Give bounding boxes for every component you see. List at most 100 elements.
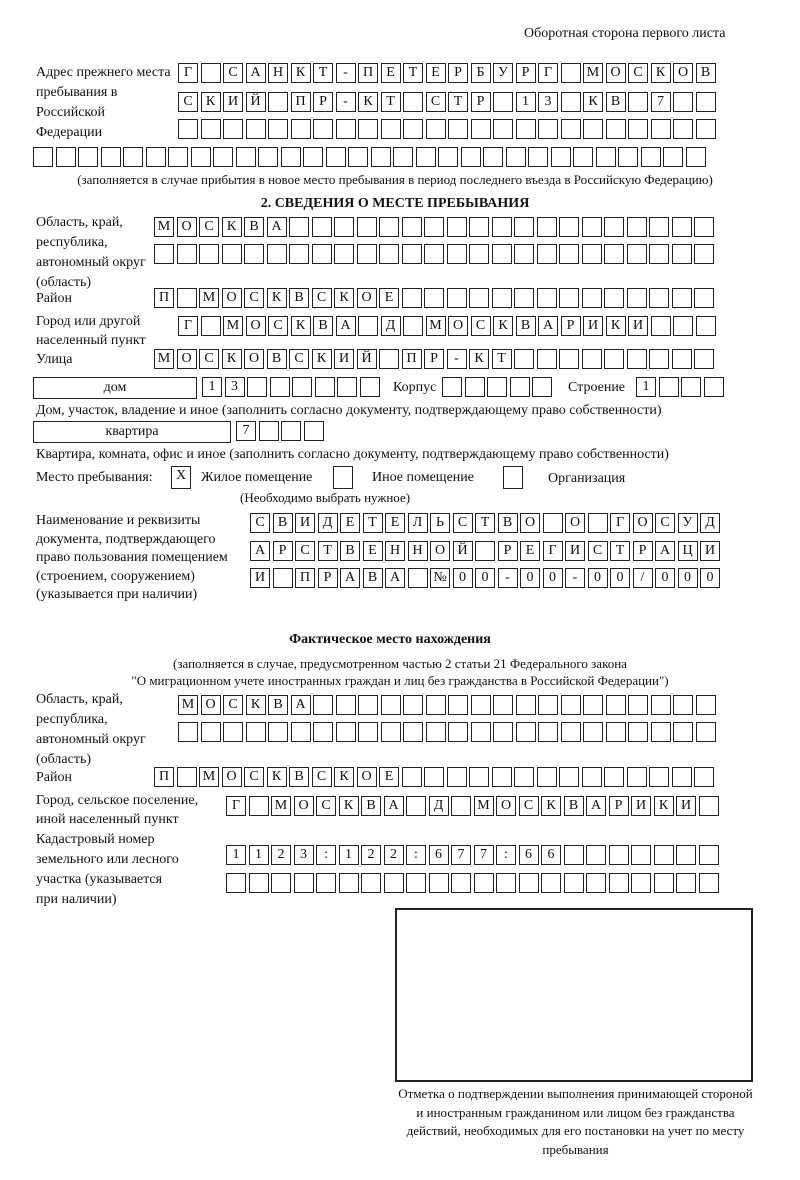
char-cell[interactable]: С (587, 541, 608, 561)
char-cell[interactable]: К (338, 796, 359, 816)
char-cell[interactable]: 3 (224, 377, 245, 397)
char-cell[interactable] (493, 119, 513, 139)
char-cell[interactable]: В (361, 796, 381, 816)
char-cell[interactable]: В (563, 796, 584, 816)
char-cell[interactable]: В (605, 92, 626, 112)
char-cell[interactable] (356, 244, 377, 264)
char-cell[interactable] (258, 147, 278, 167)
char-cell[interactable] (424, 244, 444, 264)
checkbox-organization[interactable] (503, 466, 523, 489)
char-cell[interactable] (199, 244, 219, 264)
char-cell[interactable] (650, 722, 671, 742)
char-cell[interactable] (604, 244, 624, 264)
char-cell[interactable] (663, 147, 683, 167)
char-cell[interactable]: К (334, 767, 354, 787)
char-cell[interactable] (401, 767, 422, 787)
char-cell[interactable] (168, 147, 188, 167)
char-cell[interactable]: Р (515, 63, 536, 83)
char-cell[interactable] (451, 796, 471, 816)
char-cell[interactable] (671, 288, 692, 308)
char-cell[interactable] (200, 722, 221, 742)
char-cell[interactable] (55, 147, 76, 167)
char-cell[interactable]: 6 (518, 845, 539, 865)
region-row-2[interactable] (154, 244, 717, 266)
char-cell[interactable]: В (313, 316, 333, 336)
char-cell[interactable] (673, 92, 693, 112)
char-cell[interactable]: О (244, 349, 264, 369)
char-cell[interactable]: П (154, 288, 174, 308)
char-cell[interactable] (424, 288, 444, 308)
char-cell[interactable] (518, 873, 539, 893)
char-cell[interactable] (536, 349, 557, 369)
char-cell[interactable] (628, 722, 648, 742)
char-cell[interactable]: Р (272, 541, 293, 561)
char-cell[interactable]: Г (226, 796, 246, 816)
char-cell[interactable] (581, 217, 602, 237)
char-cell[interactable]: О (200, 695, 221, 715)
char-cell[interactable] (514, 767, 534, 787)
char-cell[interactable] (608, 845, 629, 865)
char-cell[interactable]: К (650, 63, 671, 83)
char-cell[interactable]: О (293, 796, 314, 816)
char-cell[interactable] (483, 147, 503, 167)
char-cell[interactable]: 7 (473, 845, 494, 865)
char-cell[interactable] (245, 119, 266, 139)
char-cell[interactable] (470, 695, 491, 715)
char-cell[interactable]: Г (542, 541, 563, 561)
char-cell[interactable] (293, 873, 314, 893)
char-cell[interactable]: Е (362, 541, 383, 561)
char-cell[interactable] (631, 845, 651, 865)
char-cell[interactable] (380, 695, 401, 715)
char-cell[interactable] (559, 288, 579, 308)
char-cell[interactable] (560, 63, 581, 83)
char-cell[interactable] (583, 722, 603, 742)
char-cell[interactable]: А (335, 316, 356, 336)
char-cell[interactable] (415, 147, 436, 167)
char-cell[interactable] (335, 695, 356, 715)
char-cell[interactable]: 0 (677, 568, 698, 588)
char-cell[interactable]: 0 (655, 568, 675, 588)
char-cell[interactable] (314, 377, 335, 397)
char-cell[interactable]: 7 (451, 845, 471, 865)
char-cell[interactable]: : (496, 845, 516, 865)
char-cell[interactable]: Е (520, 541, 540, 561)
char-cell[interactable]: П (358, 63, 378, 83)
char-cell[interactable] (685, 147, 706, 167)
char-cell[interactable] (587, 513, 608, 533)
char-cell[interactable]: Ц (677, 541, 698, 561)
char-cell[interactable] (505, 147, 526, 167)
char-cell[interactable] (695, 722, 716, 742)
char-cell[interactable]: Т (448, 92, 468, 112)
char-cell[interactable] (272, 568, 293, 588)
char-cell[interactable] (176, 244, 197, 264)
char-cell[interactable] (626, 288, 647, 308)
char-cell[interactable] (438, 147, 458, 167)
char-cell[interactable]: В (289, 288, 309, 308)
char-cell[interactable] (223, 119, 243, 139)
char-cell[interactable] (311, 244, 332, 264)
char-cell[interactable] (248, 796, 269, 816)
char-cell[interactable] (337, 377, 357, 397)
char-cell[interactable] (694, 288, 714, 308)
house-type-field[interactable]: дом (33, 377, 197, 399)
char-cell[interactable] (425, 119, 446, 139)
char-cell[interactable]: И (334, 349, 354, 369)
char-cell[interactable]: Р (497, 541, 518, 561)
char-cell[interactable]: 1 (636, 377, 656, 397)
char-cell[interactable] (573, 147, 593, 167)
actual-region-row-2[interactable] (178, 722, 718, 744)
char-cell[interactable]: / (632, 568, 653, 588)
char-cell[interactable]: Д (380, 316, 401, 336)
char-cell[interactable]: А (383, 796, 404, 816)
char-cell[interactable] (604, 217, 624, 237)
char-cell[interactable] (401, 244, 422, 264)
char-cell[interactable]: С (244, 288, 264, 308)
char-cell[interactable] (560, 92, 581, 112)
previous-address-row-4[interactable] (33, 147, 708, 169)
char-cell[interactable]: 1 (515, 92, 536, 112)
char-cell[interactable]: Р (313, 92, 333, 112)
char-cell[interactable] (536, 288, 557, 308)
